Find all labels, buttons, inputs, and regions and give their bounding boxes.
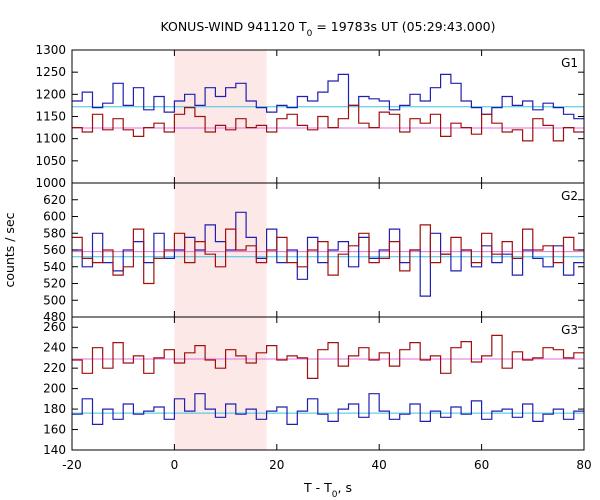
panel-label-g1: G1 xyxy=(561,56,578,70)
y-tick-label: 1100 xyxy=(35,132,66,146)
series-g2-red xyxy=(72,224,584,285)
series-g3-red xyxy=(72,334,584,379)
panel-frame-g3 xyxy=(71,316,585,451)
y-tick-label: 220 xyxy=(43,361,66,375)
series-g1-red xyxy=(72,104,584,142)
y-tick-label: 240 xyxy=(43,341,66,355)
panel-g1: 1000 1050 1100 1150 1200 1250 1300 G1 xyxy=(35,43,585,190)
y-tick-label: 580 xyxy=(43,226,66,240)
panel-label-g2: G2 xyxy=(561,189,578,203)
x-tick-label: 80 xyxy=(576,458,591,472)
series-g3-blue xyxy=(72,393,584,425)
y-tick-label: 260 xyxy=(43,320,66,334)
y-tick-label: 200 xyxy=(43,382,66,396)
panel-label-g3: G3 xyxy=(561,323,578,337)
y-tick-label: 1300 xyxy=(35,43,66,57)
x-tick-label: 60 xyxy=(474,458,489,472)
highlight-band xyxy=(174,50,267,450)
y-tick-label: 500 xyxy=(43,293,66,307)
y-tick-label: 560 xyxy=(43,243,66,257)
y-tick-label: 1150 xyxy=(35,110,66,124)
y-tick-label: 480 xyxy=(43,310,66,324)
y-tick-label: 1000 xyxy=(35,176,66,190)
y-tick-label: 600 xyxy=(43,210,66,224)
y-tick-label: 620 xyxy=(43,193,66,207)
x-tick-label: 40 xyxy=(372,458,387,472)
series-g1-blue xyxy=(72,73,584,120)
y-tick-label: 540 xyxy=(43,260,66,274)
y-tick-label: 520 xyxy=(43,277,66,291)
y-tick-label: 1250 xyxy=(35,65,66,79)
panel-g2: 480 500 520 540 560 580 600 620 G2 xyxy=(43,182,585,324)
plot-area: 1000 1050 1100 1150 1200 1250 1300 G1 480 500 520 5… xyxy=(35,43,591,472)
y-tick-label: 1200 xyxy=(35,87,66,101)
y-tick-label: 1050 xyxy=(35,154,66,168)
chart-title: KONUS-WIND 941120 T0 = 19783s UT (05:29:… xyxy=(160,19,495,39)
x-tick-label: 0 xyxy=(171,458,179,472)
x-axis-title: T - T0, s xyxy=(303,480,352,500)
y-tick-label: 180 xyxy=(43,402,66,416)
y-tick-label: 140 xyxy=(43,443,66,457)
y-tick-label: 160 xyxy=(43,423,66,437)
x-tick-label: 20 xyxy=(269,458,284,472)
x-tick-label: -20 xyxy=(62,458,82,472)
y-axis-title: counts / sec xyxy=(2,212,17,287)
panel-g3: 140 160 180 200 220 240 260 G3 xyxy=(43,316,585,457)
